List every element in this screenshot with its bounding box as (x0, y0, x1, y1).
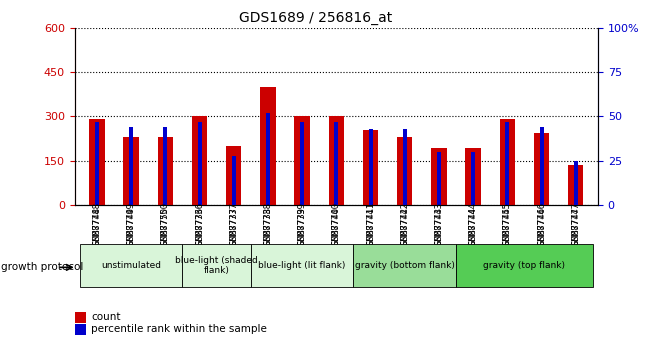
Bar (89, 119, 105, 205)
Bar (124, 137, 139, 205)
Bar (260, 87, 276, 205)
Bar (231, 156, 236, 205)
Bar (95, 122, 99, 205)
Bar (471, 152, 475, 205)
Bar (158, 137, 173, 205)
Bar (465, 148, 481, 205)
Text: count: count (91, 312, 120, 322)
Bar (183, 244, 251, 287)
Text: blue-light (lit flank): blue-light (lit flank) (259, 261, 346, 270)
Text: GSM87745: GSM87745 (503, 202, 512, 245)
Text: GSM87748: GSM87748 (92, 202, 101, 245)
Bar (300, 122, 304, 205)
Bar (363, 130, 378, 205)
Title: GDS1689 / 256816_at: GDS1689 / 256816_at (239, 11, 392, 25)
Text: GSM87743: GSM87743 (434, 202, 443, 245)
Bar (500, 119, 515, 205)
Bar (568, 165, 584, 205)
Bar (574, 161, 578, 205)
Text: GSM87747: GSM87747 (571, 202, 580, 245)
Bar (369, 129, 372, 205)
Text: GSM87737: GSM87737 (229, 202, 239, 245)
Bar (192, 116, 207, 205)
Bar (294, 116, 310, 205)
Bar (163, 127, 168, 205)
Bar (198, 122, 202, 205)
Bar (266, 113, 270, 205)
Bar (251, 244, 354, 287)
Bar (534, 133, 549, 205)
Bar (456, 244, 593, 287)
Text: GSM87746: GSM87746 (537, 202, 546, 245)
Bar (80, 244, 183, 287)
Bar (329, 116, 344, 205)
Bar (75, 312, 86, 323)
Text: gravity (top flank): gravity (top flank) (484, 261, 566, 270)
Text: GSM87739: GSM87739 (298, 202, 307, 245)
Text: GSM87750: GSM87750 (161, 202, 170, 245)
Text: GSM87740: GSM87740 (332, 202, 341, 245)
Bar (397, 137, 413, 205)
Bar (403, 129, 407, 205)
Text: blue-light (shaded
flank): blue-light (shaded flank) (176, 256, 258, 275)
Text: GSM87742: GSM87742 (400, 202, 410, 245)
Text: GSM87736: GSM87736 (195, 202, 204, 245)
Bar (540, 127, 543, 205)
Bar (226, 146, 241, 205)
Bar (505, 122, 510, 205)
Text: GSM87738: GSM87738 (263, 202, 272, 245)
Text: growth protocol: growth protocol (1, 263, 84, 272)
Text: GSM87741: GSM87741 (366, 202, 375, 245)
Text: gravity (bottom flank): gravity (bottom flank) (355, 261, 455, 270)
Bar (129, 127, 133, 205)
Text: GSM87744: GSM87744 (469, 202, 478, 245)
Text: percentile rank within the sample: percentile rank within the sample (91, 324, 267, 334)
Bar (432, 148, 447, 205)
Bar (437, 152, 441, 205)
Bar (75, 324, 86, 335)
Bar (334, 122, 339, 205)
Text: unstimulated: unstimulated (101, 261, 161, 270)
Text: GSM87749: GSM87749 (127, 202, 136, 245)
Bar (354, 244, 456, 287)
